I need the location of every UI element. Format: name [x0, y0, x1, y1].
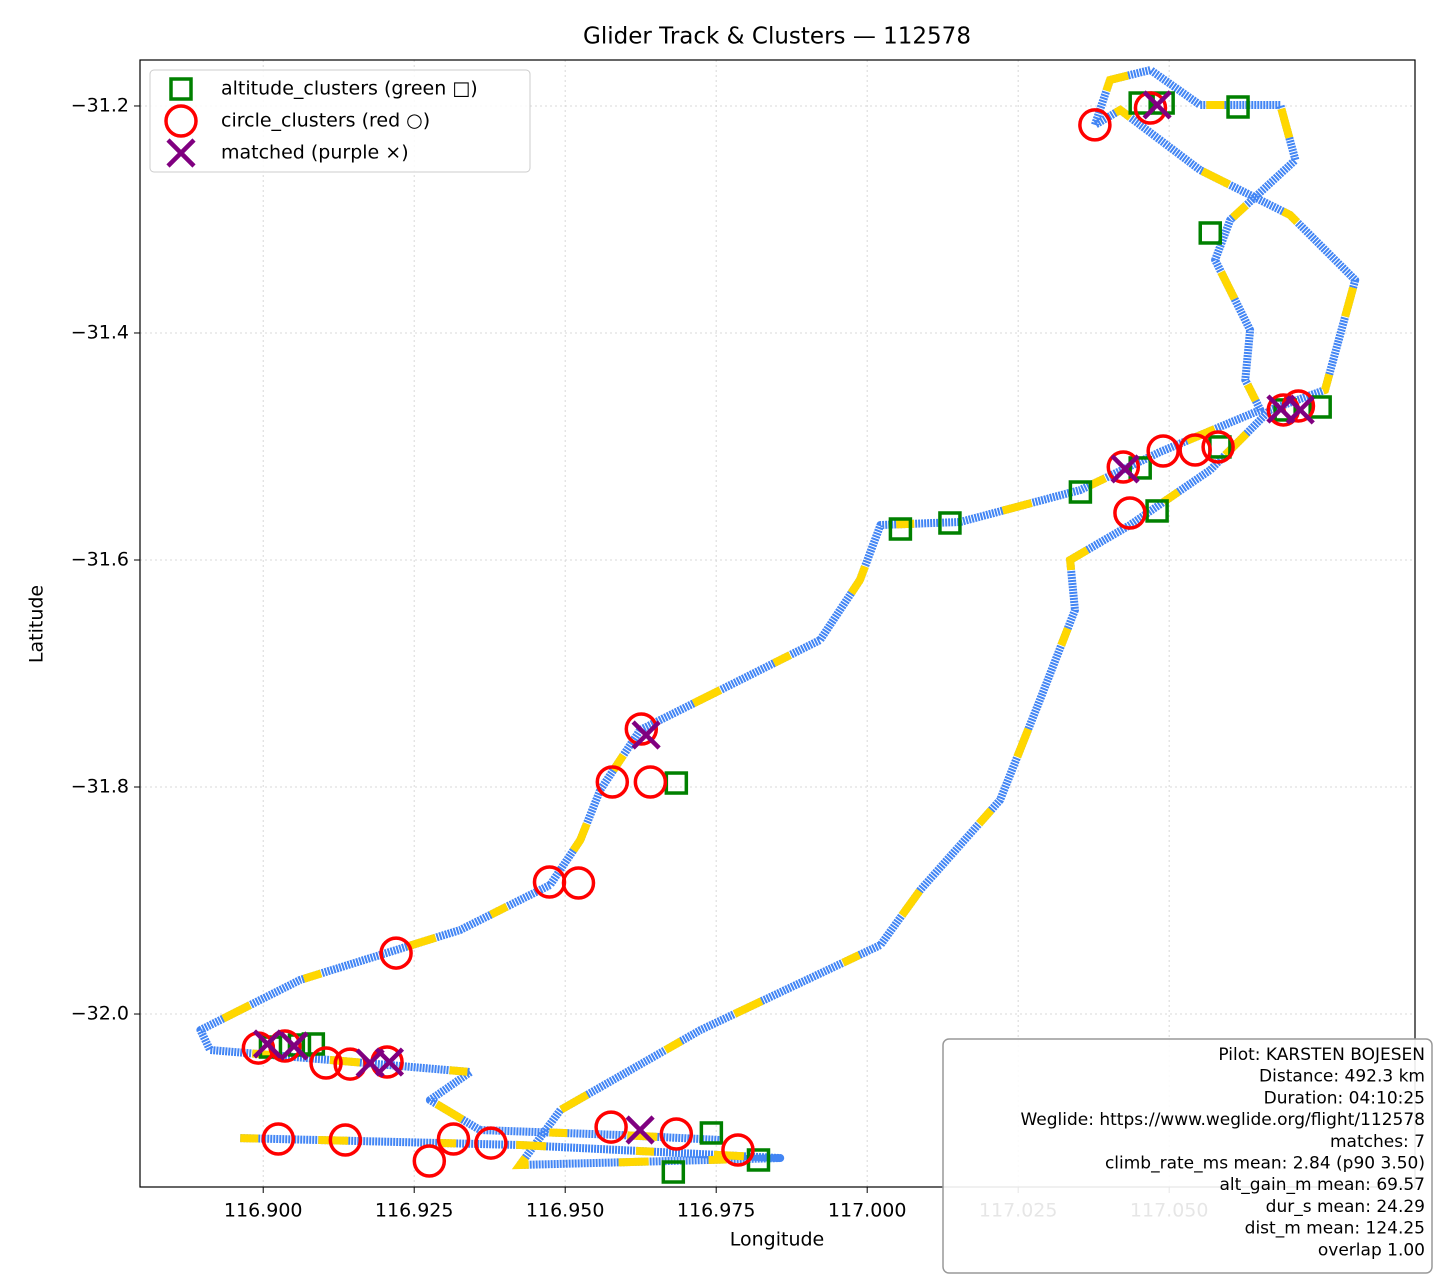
y-tick-label: −31.2 [71, 94, 129, 116]
legend-marker [166, 138, 196, 168]
legend-label: matched (purple ×) [221, 142, 409, 164]
circle-cluster [1113, 496, 1147, 530]
track-climb-overlay [195, 65, 1360, 1170]
matched-point [1110, 454, 1140, 484]
info-line: overlap 1.00 [1318, 1240, 1425, 1260]
x-tick-label: 116.900 [224, 1200, 303, 1222]
matched-point [1142, 90, 1172, 120]
matched-point [374, 1047, 405, 1077]
x-tick-label: 116.925 [375, 1200, 454, 1222]
legend-marker [169, 77, 193, 101]
altitude-cluster [938, 511, 962, 535]
matched-point [631, 720, 661, 750]
info-line: Pilot: KARSTEN BOJESEN [1218, 1045, 1425, 1065]
x-tick-label: 116.950 [526, 1200, 605, 1222]
y-tick-label: −31.8 [71, 776, 129, 798]
circle-cluster [595, 765, 630, 799]
circle-cluster [721, 1133, 755, 1167]
altitude-cluster [888, 517, 913, 541]
circle-cluster [1133, 91, 1168, 125]
matched-point [252, 1029, 283, 1059]
circle-cluster [328, 1123, 363, 1157]
info-line: Distance: 492.3 km [1259, 1067, 1425, 1087]
y-tick-label: −31.6 [71, 548, 129, 570]
altitude-cluster [1198, 221, 1223, 245]
circle-cluster [624, 712, 659, 746]
circle-cluster [594, 1110, 628, 1144]
matched-point [1285, 395, 1315, 425]
chart-title: Glider Track & Clusters — 112578 [583, 24, 971, 50]
altitude-cluster [287, 1033, 312, 1057]
altitude-cluster [661, 1160, 686, 1184]
info-line: Duration: 04:10:25 [1264, 1088, 1425, 1108]
altitude-cluster [1145, 499, 1169, 523]
info-line: matches: 7 [1330, 1132, 1425, 1152]
info-line: alt_gain_m mean: 69.57 [1220, 1175, 1426, 1195]
legend-label: altitude_clusters (green □) [221, 78, 478, 100]
altitude-cluster [1128, 91, 1152, 115]
info-line: climb_rate_ms mean: 2.84 (p90 3.50) [1105, 1154, 1425, 1174]
circle-cluster [1201, 430, 1235, 464]
circle-cluster [1078, 108, 1112, 142]
circle-cluster [309, 1046, 343, 1080]
altitude-cluster [1128, 456, 1152, 480]
circle-cluster [659, 1117, 694, 1151]
plot [195, 65, 1360, 1184]
circle-cluster [436, 1122, 471, 1156]
info-line: dist_m mean: 124.25 [1245, 1219, 1425, 1239]
circle-cluster [333, 1047, 367, 1081]
circle-cluster [1106, 450, 1141, 484]
altitude-cluster [664, 771, 689, 795]
plot-frame [139, 59, 1416, 1188]
altitude-cluster [1068, 480, 1093, 504]
legend-box [149, 69, 531, 173]
x-axis-label: Longitude [730, 1229, 825, 1251]
circle-cluster [633, 765, 668, 799]
x-tick-label: 117.000 [828, 1200, 907, 1222]
altitude-cluster [1308, 395, 1332, 419]
altitude-cluster [1226, 95, 1250, 119]
track [196, 65, 1360, 1169]
circle-cluster [261, 1122, 296, 1156]
altitude-cluster [699, 1121, 724, 1145]
circle-cluster [1178, 433, 1212, 467]
circle-cluster [412, 1144, 447, 1178]
x-tick-label: 116.975 [677, 1200, 756, 1222]
info-line: Weglide: https://www.weglide.org/flight/… [1020, 1110, 1425, 1130]
y-tick-label: −31.4 [71, 321, 129, 343]
y-axis-label: Latitude [26, 585, 48, 663]
legend: altitude_clusters (green □) circle_cluste… [149, 69, 531, 173]
info-frame [942, 1038, 1433, 1274]
info-line: dur_s mean: 24.29 [1266, 1197, 1425, 1217]
circle-cluster [561, 866, 596, 900]
matched-point [279, 1031, 309, 1061]
legend-marker [164, 104, 198, 138]
legend-label: circle_clusters (red ○) [221, 110, 430, 132]
circle-cluster [1146, 434, 1180, 468]
circle-cluster [474, 1126, 508, 1160]
matched-point [625, 1115, 655, 1145]
circle-cluster [379, 936, 413, 970]
y-tick-label: −32.0 [71, 1003, 129, 1025]
